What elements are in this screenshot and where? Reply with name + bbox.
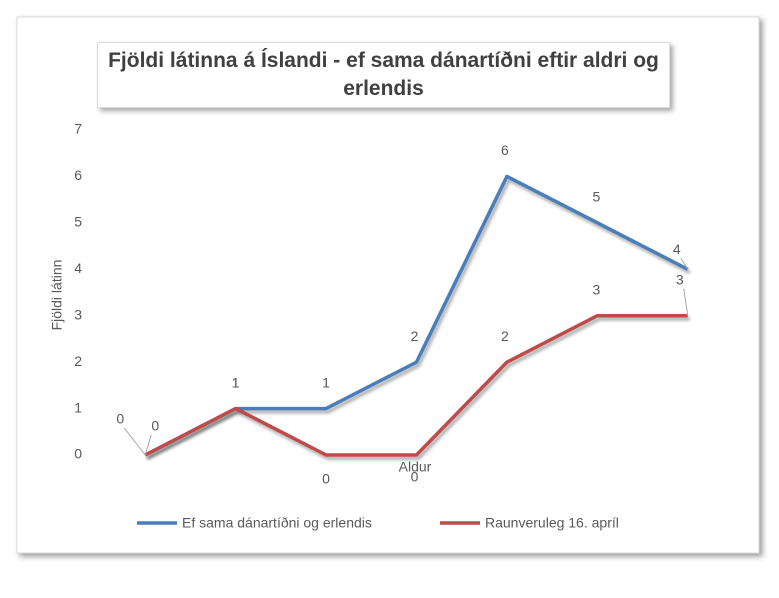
x-axis-label: Aldur	[399, 459, 432, 475]
data-label: 2	[501, 328, 509, 344]
data-label: 1	[322, 374, 330, 390]
leader-line	[123, 427, 146, 456]
y-tick-label: 7	[74, 121, 82, 137]
y-tick-label: 6	[74, 167, 82, 183]
data-label: 3	[592, 281, 600, 297]
leader-line	[683, 288, 689, 316]
y-axis-label: Fjöldi látinn	[49, 260, 65, 331]
data-label: 6	[501, 142, 509, 158]
chart-title: Fjöldi látinna á Íslandi - ef sama dánar…	[97, 42, 670, 108]
legend-label: Ef sama dánartíðni og erlendis	[182, 515, 372, 531]
leader-line	[680, 258, 689, 270]
data-label: 0	[151, 418, 159, 434]
data-label: 0	[411, 469, 419, 485]
y-tick-label: 3	[74, 306, 82, 322]
y-tick-label: 4	[74, 260, 82, 276]
legend-label: Raunveruleg 16. apríl	[485, 515, 619, 531]
data-label: 2	[411, 328, 419, 344]
data-label: 1	[232, 374, 240, 390]
data-label: 1	[232, 374, 240, 390]
data-label: 3	[676, 271, 684, 287]
y-tick-label: 1	[74, 399, 82, 415]
leader-line	[144, 434, 152, 456]
data-label: 4	[673, 241, 681, 257]
series-line	[144, 313, 688, 457]
y-tick-label: 0	[74, 446, 82, 462]
y-tick-label: 5	[74, 214, 82, 230]
data-label: 0	[322, 471, 330, 487]
data-label: 0	[116, 411, 124, 427]
data-label: 5	[592, 189, 600, 205]
y-tick-label: 2	[74, 353, 82, 369]
